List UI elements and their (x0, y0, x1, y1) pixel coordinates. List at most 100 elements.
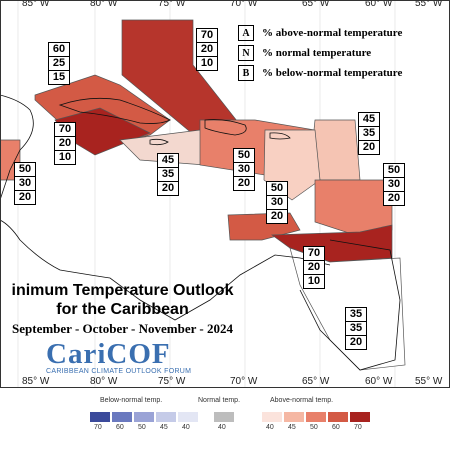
box-above: 50 (267, 182, 287, 196)
swatch-above-40 (262, 412, 282, 422)
box-below: 20 (362, 141, 376, 153)
swatch-above-70 (350, 412, 370, 422)
legend-row: A % above-normal temperature (238, 25, 402, 41)
box-below: 20 (349, 336, 363, 348)
legend-text-below: % below-normal temperature (262, 67, 403, 79)
lon-label-top: 85° W (22, 0, 50, 9)
box-below: 20 (387, 192, 401, 204)
box-normal: 35 (359, 127, 379, 141)
box-above: 60 (49, 43, 69, 57)
box-puerto-rico: 50 30 20 (266, 181, 288, 224)
logo-text: CariCOF (46, 338, 171, 370)
scale-number: 50 (138, 424, 146, 431)
map-legend: A % above-normal temperature N % normal … (238, 25, 402, 85)
box-normal: 35 (158, 168, 178, 182)
map-title: inimum Temperature Outlook for the Carib… (0, 281, 245, 337)
color-scale: Below-normal temp. Normal temp. Above-no… (0, 395, 450, 450)
scale-number: 50 (310, 424, 318, 431)
swatch-below-50 (134, 412, 154, 422)
box-below: 10 (200, 57, 214, 69)
box-bahamas: 70 20 10 (196, 28, 218, 71)
lon-label-top: 70° W (230, 0, 258, 9)
box-above: 50 (15, 163, 35, 177)
swatch-below-45 (156, 412, 176, 422)
scale-number: 40 (266, 424, 274, 431)
swatch-below-60 (112, 412, 132, 422)
lon-label-bottom: 80° W (90, 376, 118, 387)
box-below: 20 (161, 182, 175, 194)
box-leeward: 45 35 20 (358, 112, 380, 155)
scale-number: 70 (354, 424, 362, 431)
scale-below-label: Below-normal temp. (100, 397, 163, 404)
map-area: 85° W 80° W 75° W 70° W 65° W 60° W 55° … (0, 0, 450, 388)
swatch-above-45 (284, 412, 304, 422)
box-hispaniola: 50 30 20 (233, 148, 255, 191)
box-below: 20 (270, 210, 284, 222)
box-normal: 30 (384, 178, 404, 192)
box-jamaica: 45 35 20 (157, 153, 179, 196)
box-normal: 20 (304, 261, 324, 275)
lon-label-top: 60° W (365, 0, 393, 9)
swatch-below-70 (90, 412, 110, 422)
title-line-1: inimum Temperature Outlook (11, 282, 234, 299)
box-above: 70 (55, 123, 75, 137)
box-above: 70 (304, 247, 324, 261)
coastlines (0, 94, 401, 371)
box-above: 70 (197, 29, 217, 43)
box-cuba-south: 70 20 10 (54, 122, 76, 165)
legend-key-below: B (238, 65, 254, 81)
scale-number: 60 (332, 424, 340, 431)
box-normal: 35 (346, 322, 366, 336)
title-line-2: for the Caribbean (56, 301, 189, 318)
title-season: September - October - November - 2024 (12, 321, 233, 336)
scale-number: 40 (218, 424, 226, 431)
lon-label-bottom: 60° W (365, 376, 393, 387)
logo-subtitle: CARIBBEAN CLIMATE OUTLOOK FORUM (46, 368, 192, 375)
legend-text-above: % above-normal temperature (262, 27, 403, 39)
box-guianas-north: 70 20 10 (303, 246, 325, 289)
lon-label-bottom: 65° W (302, 376, 330, 387)
swatch-normal-40 (214, 412, 234, 422)
box-normal: 20 (55, 137, 75, 151)
box-above: 35 (346, 308, 366, 322)
legend-row: N % normal temperature (238, 45, 402, 61)
lon-label-bottom: 70° W (230, 376, 258, 387)
swatch-below-40 (178, 412, 198, 422)
scale-above-label: Above-normal temp. (270, 397, 334, 404)
box-central: 50 30 20 (14, 162, 36, 205)
legend-key-normal: N (238, 45, 254, 61)
scale-number: 45 (288, 424, 296, 431)
swatch-above-50 (306, 412, 326, 422)
lon-label-top: 80° W (90, 0, 118, 9)
legend-key-above: A (238, 25, 254, 41)
legend-row: B % below-normal temperature (238, 65, 402, 81)
box-above: 50 (384, 164, 404, 178)
lon-label-top: 55° W (415, 0, 443, 9)
box-below: 10 (58, 151, 72, 163)
box-below: 15 (52, 71, 66, 83)
scale-number: 40 (182, 424, 190, 431)
box-below: 20 (18, 191, 32, 203)
box-above: 50 (234, 149, 254, 163)
map-canvas (0, 0, 406, 388)
box-normal: 30 (234, 163, 254, 177)
box-below: 20 (237, 177, 251, 189)
legend-text-normal: % normal temperature (262, 47, 372, 59)
box-guianas-south: 35 35 20 (345, 307, 367, 350)
lon-label-bottom: 75° W (158, 376, 186, 387)
swatch-above-60 (328, 412, 348, 422)
lon-label-bottom: 85° W (22, 376, 50, 387)
box-normal: 30 (15, 177, 35, 191)
box-above: 45 (359, 113, 379, 127)
scale-number: 60 (116, 424, 124, 431)
box-cuba-west: 60 25 15 (48, 42, 70, 85)
scale-number: 70 (94, 424, 102, 431)
box-normal: 20 (197, 43, 217, 57)
map-frame (0, 0, 450, 388)
lon-label-top: 75° W (158, 0, 186, 9)
lon-label-bottom: 55° W (415, 376, 443, 387)
caricof-logo: CariCOF CARIBBEAN CLIMATE OUTLOOK FORUM (46, 338, 191, 375)
box-normal: 25 (49, 57, 69, 71)
box-above: 45 (158, 154, 178, 168)
lon-label-top: 65° W (302, 0, 330, 9)
